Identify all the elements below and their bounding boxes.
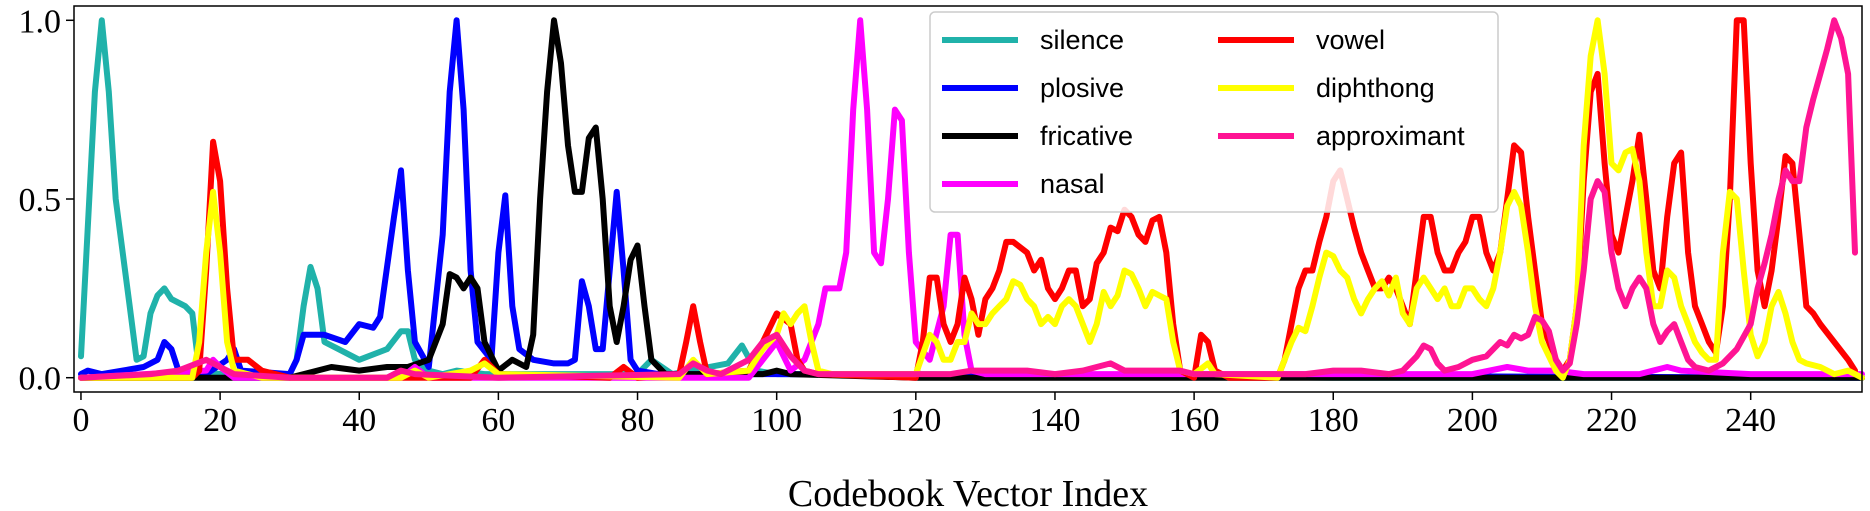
ticks-layer: 0 20 40 60 80 100 120 140 160 180 200 220 240 0.0 0.5 1… [19, 3, 1777, 439]
legend-label-vowel: vowel [1316, 25, 1385, 55]
x-tick-label: 220 [1586, 402, 1637, 439]
x-tick-label: 240 [1725, 402, 1776, 439]
x-tick-label: 20 [203, 402, 237, 439]
legend-box [929, 11, 1499, 213]
series-line-diphthong [78, 17, 1865, 381]
x-tick-label: 100 [751, 402, 802, 439]
x-tick-label: 80 [621, 402, 655, 439]
x-tick-label: 160 [1169, 402, 1220, 439]
series-line-fricative [78, 17, 1865, 381]
legend-label-approximant: approximant [1316, 121, 1465, 151]
x-tick-label: 140 [1029, 402, 1080, 439]
y-tick-label: 0.0 [19, 361, 62, 398]
legend-label-nasal: nasal [1040, 169, 1105, 199]
x-tick-label: 60 [481, 402, 515, 439]
y-tick-label: 1.0 [19, 3, 62, 40]
x-tick-label: 180 [1308, 402, 1359, 439]
series-layer [78, 17, 1865, 381]
series-line-vowel [78, 17, 1858, 381]
y-tick-label: 0.5 [19, 182, 62, 219]
x-tick-label: 40 [342, 402, 376, 439]
legend-label-silence: silence [1040, 25, 1124, 55]
legend-label-diphthong: diphthong [1316, 73, 1435, 103]
x-tick-label: 120 [890, 402, 941, 439]
x-axis-title: Codebook Vector Index [788, 473, 1148, 511]
x-tick-label: 200 [1447, 402, 1498, 439]
series-line-approximant [78, 17, 1858, 381]
legend-label-plosive: plosive [1040, 73, 1124, 103]
legend: silence plosive fricative nasal vowel diphtho… [929, 11, 1499, 213]
x-tick-label: 0 [72, 402, 89, 439]
legend-label-fricative: fricative [1040, 121, 1133, 151]
